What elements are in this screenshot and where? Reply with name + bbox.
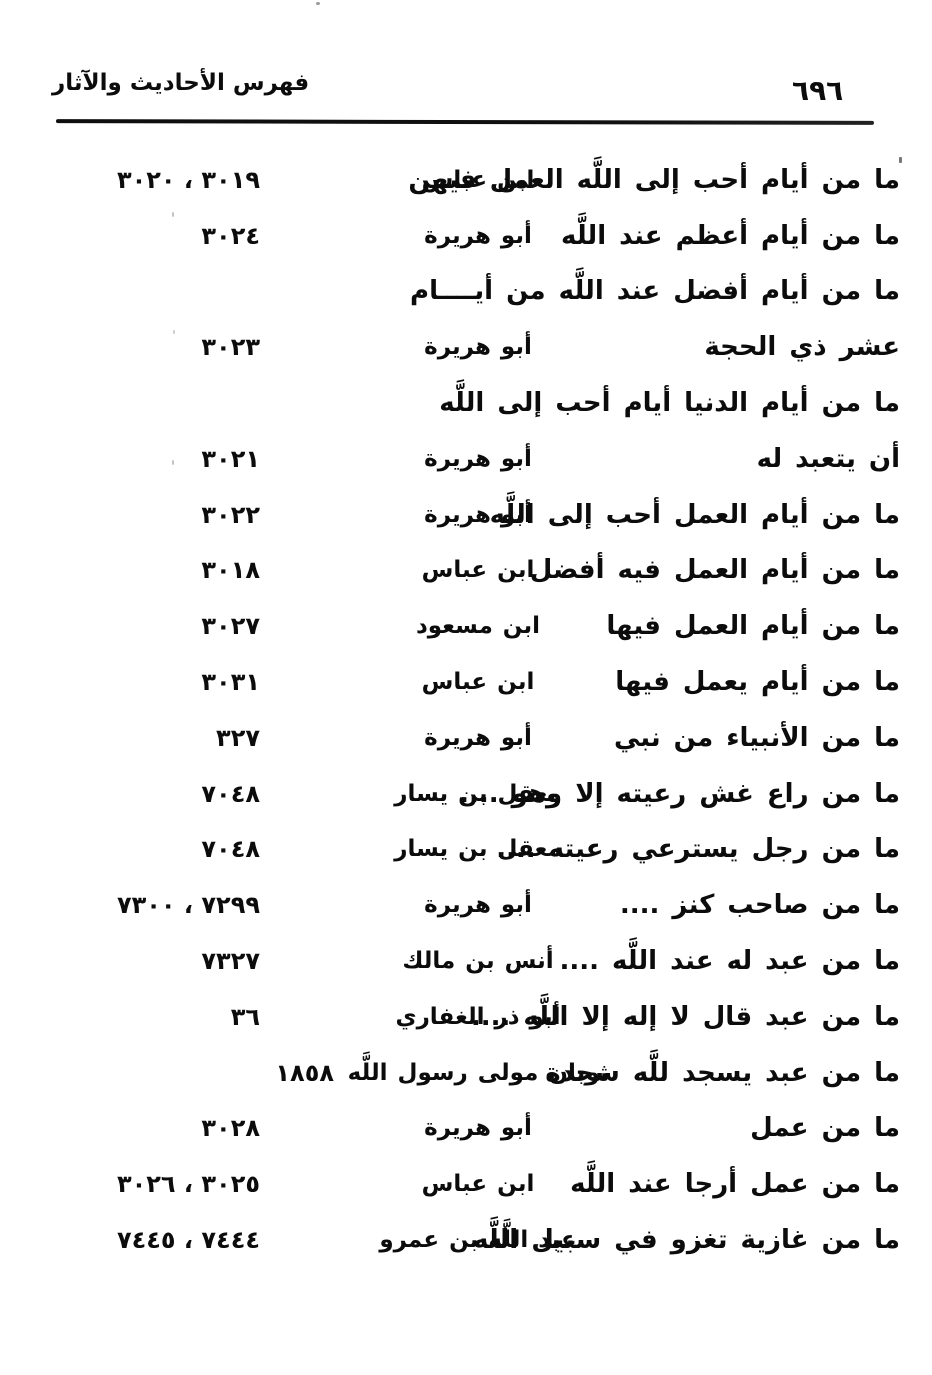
hadith-numbers: ٣٦: [230, 1002, 260, 1031]
hadith-text: ما من أيام العمل فيها: [606, 611, 900, 642]
narrator-name: أبو ذر الغفاري: [395, 1003, 561, 1030]
index-row: ما من أيام الدنيا أيام أحب إلى اللَّه: [0, 375, 932, 431]
narrator-name: ابن عباس: [421, 669, 535, 696]
narrator-name: ابن عباس: [421, 557, 535, 584]
index-row: ما من أيام يعمل فيها ابن عباس ٣٠٣١: [0, 654, 932, 710]
hadith-text: ما من أيام العمل فيه أفضل: [529, 555, 900, 586]
hadith-text: ما من عمل أرجا عند اللَّه: [570, 1169, 900, 1200]
index-row: ما من أيام العمل فيها ابن مسعود ٣٠٢٧: [0, 598, 932, 654]
hadith-numbers: ٣٠٢٥ ، ٣٠٢٦: [116, 1170, 260, 1199]
narrator-name: أبو هريرة: [424, 1115, 532, 1142]
index-row: ما من رجل يسترعي رعيته .... معقل بن يسار…: [0, 822, 932, 878]
hadith-numbers: ١٨٥٨: [275, 1058, 334, 1087]
index-row: ما من عمل أرجا عند اللَّه ابن عباس ٣٠٢٥ …: [0, 1156, 932, 1212]
hadith-text: ما من أيام يعمل فيها: [615, 667, 900, 698]
hadith-text: ما من عمل: [750, 1113, 900, 1144]
hadith-numbers: ٧٤٤٤ ، ٧٤٤٥: [116, 1226, 260, 1255]
narrator-name: أبو هريرة: [424, 501, 532, 528]
hadith-numbers: ٣٠٢٧: [201, 612, 260, 641]
index-row: ما من عبد يسجد للَّه سجدة ثوبان مولى رسو…: [0, 1045, 932, 1101]
hadith-numbers: ٣٠١٩ ، ٣٠٢٠: [116, 165, 260, 194]
hadith-numbers: ٧٣٢٧: [201, 947, 260, 976]
hadith-text: ما من أيام العمل أحب إلى اللَّه: [489, 499, 900, 530]
hadith-text: ما من صاحب كنز ....: [619, 890, 900, 921]
hadith-text: ما من راع غش رعيته إلا وهو ....: [459, 778, 900, 809]
index-row: ما من أيام العمل أحب إلى اللَّه أبو هرير…: [0, 487, 932, 543]
hadith-text: ما من عبد له عند اللَّه ....: [559, 946, 900, 977]
index-row: ما من راع غش رعيته إلا وهو .... معقل بن …: [0, 766, 932, 822]
hadith-numbers: ٣٠٢٨: [201, 1114, 260, 1143]
hadith-text: ما من أيام أفضل عند اللَّه من أيــــام: [410, 276, 900, 307]
scan-speck: [172, 212, 174, 217]
hadith-numbers: ٧٠٤٨: [201, 835, 260, 864]
page-title: فهرس الأحاديث والآثار: [52, 70, 310, 96]
scan-speck: [899, 157, 902, 163]
narrator-name: معقل بن يسار: [394, 836, 562, 863]
scan-speck: [316, 2, 320, 5]
narrator-name: معقل بن يسار: [394, 780, 562, 807]
hadith-numbers: ٣٠٢١: [201, 444, 260, 473]
narrator-name: ثوبان مولى رسول اللَّه: [347, 1059, 609, 1086]
scan-speck: [173, 330, 175, 334]
index-row: ما من غازية تغزو في سبيل اللَّه عبد اللَ…: [0, 1212, 932, 1268]
narrator-name: أبو هريرة: [424, 222, 532, 249]
narrator-name: أنس بن مالك: [402, 948, 554, 975]
hadith-text: ما من عبد قال لا إله إلا اللَّه ....: [470, 1001, 900, 1032]
hadith-text: ما من عبد يسجد للَّه سجدة: [545, 1057, 900, 1088]
hadith-text: ما من أيام أحب إلى اللَّه العمل فيهن: [408, 164, 900, 195]
hadith-text: ما من أيام الدنيا أيام أحب إلى اللَّه: [439, 388, 900, 419]
index-row: ما من الأنبياء من نبي أبو هريرة ٣٢٧: [0, 710, 932, 766]
hadith-numbers: ٣٠٢٣: [201, 333, 260, 362]
hadith-numbers: ٣٠٢٢: [201, 500, 260, 529]
narrator-name: ابن عباس: [421, 1171, 535, 1198]
hadith-numbers: ٧٠٤٨: [201, 779, 260, 808]
scan-speck: [172, 460, 174, 465]
index-row: ما من عمل أبو هريرة ٣٠٢٨: [0, 1101, 932, 1157]
index-row: ما من عبد له عند اللَّه .... أنس بن مالك…: [0, 933, 932, 989]
hadith-numbers: ٣٠١٨: [201, 556, 260, 585]
hadith-text: ما من رجل يسترعي رعيته ....: [496, 834, 900, 865]
hadith-text: ما من أيام أعظم عند اللَّه: [561, 220, 900, 251]
hadith-numbers: ٣٢٧: [216, 723, 260, 752]
hadith-index-list: ما من أيام أحب إلى اللَّه العمل فيهن ابن…: [0, 152, 932, 1268]
index-row: ما من أيام أحب إلى اللَّه العمل فيهن ابن…: [0, 152, 932, 208]
narrator-name: أبو هريرة: [424, 334, 532, 361]
index-row: ما من أيام أعظم عند اللَّه أبو هريرة ٣٠٢…: [0, 208, 932, 264]
index-row: ما من أيام العمل فيه أفضل ابن عباس ٣٠١٨: [0, 543, 932, 599]
narrator-name: أبو هريرة: [424, 892, 532, 919]
index-row: ما من صاحب كنز .... أبو هريرة ٧٢٩٩ ، ٧٣٠…: [0, 877, 932, 933]
hadith-text: ما من الأنبياء من نبي: [613, 722, 900, 753]
narrator-name: ابن عباس: [421, 166, 535, 193]
page-number: ٦٩٦: [792, 74, 844, 107]
index-row: ما من أيام أفضل عند اللَّه من أيــــام: [0, 264, 932, 320]
hadith-text: أن يتعبد له: [756, 443, 900, 474]
hadith-numbers: ٣٠٣١: [201, 668, 260, 697]
hadith-numbers: ٧٢٩٩ ، ٧٣٠٠: [116, 891, 260, 920]
hadith-text: عشر ذي الحجة: [704, 332, 900, 363]
header-divider-rule: [55, 119, 875, 125]
narrator-name: ابن مسعود: [415, 613, 541, 640]
hadith-numbers: ٣٠٢٤: [201, 221, 260, 250]
narrator-name: عبد اللَّه بن عمرو: [379, 1227, 577, 1254]
narrator-name: أبو هريرة: [424, 445, 532, 472]
index-row: عشر ذي الحجة أبو هريرة ٣٠٢٣: [0, 319, 932, 375]
hadith-text: ما من غازية تغزو في سبيل اللَّه: [473, 1225, 900, 1256]
index-row: ما من عبد قال لا إله إلا اللَّه .... أبو…: [0, 989, 932, 1045]
index-row: أن يتعبد له أبو هريرة ٣٠٢١: [0, 431, 932, 487]
narrator-name: أبو هريرة: [424, 724, 532, 751]
